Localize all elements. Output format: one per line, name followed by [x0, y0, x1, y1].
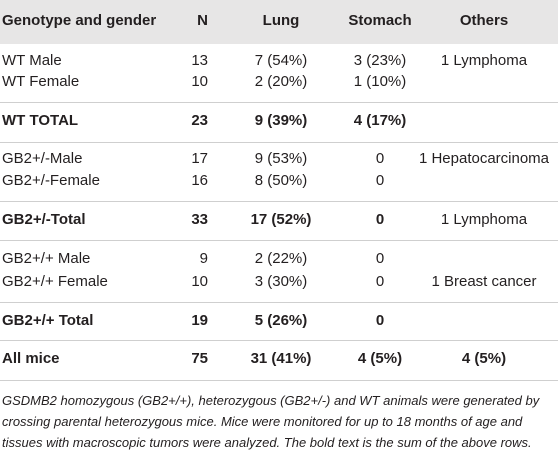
header-others: Others [459, 12, 509, 29]
cell-genotype: All mice [2, 350, 60, 367]
table-header: Genotype and gender N Lung Stomach Other… [0, 0, 558, 44]
cell-stomach: 0 [375, 150, 385, 167]
cell-n: 10 [191, 273, 208, 290]
cell-stomach: 0 [375, 273, 385, 290]
cell-lung: 5 (26%) [254, 312, 308, 329]
cell-lung: 7 (54%) [254, 52, 308, 69]
cell-lung: 9 (39%) [254, 112, 308, 129]
table-row: GB2+/+ Male 9 2 (22%) 0 [0, 246, 558, 272]
table-row: WT Female 10 2 (20%) 1 (10%) [0, 69, 558, 95]
cell-others: 1 Lymphoma [440, 211, 528, 228]
cell-lung: 2 (20%) [254, 73, 308, 90]
cell-stomach: 0 [375, 172, 385, 189]
cell-genotype: GB2+/+ Female [2, 273, 108, 290]
cell-stomach: 0 [375, 250, 385, 267]
cell-stomach: 0 [375, 312, 385, 329]
table-row-total: WT TOTAL 23 9 (39%) 4 (17%) [0, 108, 558, 134]
cell-others: 1 Lymphoma [440, 52, 528, 69]
cell-genotype: WT Male [2, 52, 62, 69]
cell-genotype: WT TOTAL [2, 112, 79, 129]
cell-others [410, 69, 558, 95]
cell-genotype: GB2+/+ Total [2, 312, 94, 329]
cell-genotype: GB2+/-Total [2, 211, 86, 228]
row-divider [0, 102, 558, 103]
cell-lung: 3 (30%) [254, 273, 308, 290]
cell-genotype: GB2+/-Female [2, 172, 100, 189]
cell-others [410, 108, 558, 134]
cell-n: 19 [191, 312, 208, 329]
header-lung: Lung [262, 12, 300, 29]
cell-stomach: 0 [375, 211, 385, 228]
cell-others: 4 (5%) [461, 350, 507, 367]
cell-lung: 2 (22%) [254, 250, 308, 267]
row-divider [0, 240, 558, 241]
row-divider [0, 201, 558, 202]
header-stomach: Stomach [348, 12, 412, 29]
table-row: GB2+/-Male 17 9 (53%) 0 1 Hepatocarcinom… [0, 146, 558, 172]
cell-others: 1 Hepatocarcinoma [418, 150, 550, 167]
row-divider [0, 380, 558, 381]
cell-lung: 31 (41%) [250, 350, 312, 367]
table-row: WT Male 13 7 (54%) 3 (23%) 1 Lymphoma [0, 48, 558, 74]
cell-stomach: 4 (17%) [353, 112, 407, 129]
cell-genotype: WT Female [2, 73, 80, 90]
cell-stomach: 1 (10%) [353, 73, 407, 90]
table-row-total: All mice 75 31 (41%) 4 (5%) 4 (5%) [0, 346, 558, 372]
cell-n: 33 [191, 211, 208, 228]
cell-stomach: 3 (23%) [353, 52, 407, 69]
cell-lung: 8 (50%) [254, 172, 308, 189]
row-divider [0, 142, 558, 143]
cell-lung: 17 (52%) [250, 211, 312, 228]
header-genotype: Genotype and gender [2, 12, 157, 29]
cell-lung: 9 (53%) [254, 150, 308, 167]
cell-n: 9 [199, 250, 208, 267]
cell-n: 17 [191, 150, 208, 167]
cell-others: 1 Breast cancer [431, 273, 537, 290]
table-footnote: GSDMB2 homozygous (GB2+/+), heterozygous… [2, 393, 540, 450]
cell-n: 13 [191, 52, 208, 69]
cell-others [410, 308, 558, 334]
header-n: N [197, 12, 208, 29]
table-row: GB2+/+ Female 10 3 (30%) 0 1 Breast canc… [0, 269, 558, 295]
row-divider [0, 340, 558, 341]
table-row: GB2+/-Female 16 8 (50%) 0 [0, 168, 558, 194]
table-row-total: GB2+/-Total 33 17 (52%) 0 1 Lymphoma [0, 207, 558, 233]
row-divider [0, 302, 558, 303]
cell-stomach: 4 (5%) [357, 350, 403, 367]
cell-others [410, 168, 558, 194]
cell-n: 75 [191, 350, 208, 367]
cell-n: 10 [191, 73, 208, 90]
cell-genotype: GB2+/+ Male [2, 250, 91, 267]
cell-n: 16 [191, 172, 208, 189]
table-row-total: GB2+/+ Total 19 5 (26%) 0 [0, 308, 558, 334]
cell-genotype: GB2+/-Male [2, 150, 83, 167]
cell-n: 23 [191, 112, 208, 129]
